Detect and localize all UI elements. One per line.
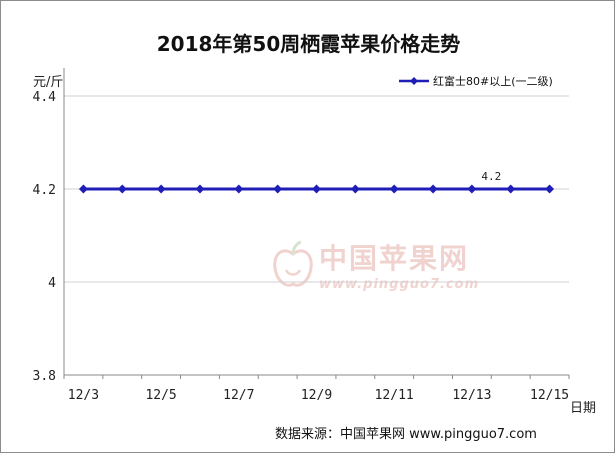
x-tick-label: 12/3: [68, 388, 99, 403]
legend-series-label: 红富士80#以上(一二级): [433, 75, 553, 88]
x-tick-label: 12/15: [530, 388, 569, 403]
chart-title: 2018年第50周栖霞苹果价格走势: [156, 32, 461, 56]
x-tick-label: 12/9: [301, 388, 332, 403]
legend-line-diamond-icon: [399, 77, 429, 85]
watermark-name: 中国苹果网: [319, 242, 470, 275]
data-point-marker: [350, 184, 360, 194]
data-point-marker: [312, 184, 321, 194]
data-point-marker: [545, 184, 555, 194]
data-point-marker: [156, 184, 166, 194]
data-point-marker: [428, 184, 438, 194]
x-tick-label: 12/13: [452, 388, 491, 403]
y-tick-label: 3.8: [33, 369, 56, 384]
data-point-marker: [389, 184, 399, 194]
y-tick-label: 4.2: [33, 183, 56, 198]
data-point-marker: [78, 184, 88, 194]
legend: 红富士80#以上(一二级): [399, 73, 553, 89]
x-tick-label: 12/7: [223, 388, 254, 403]
data-point-marker: [506, 184, 516, 194]
data-point-marker: [234, 184, 244, 194]
watermark: 中国苹果网 www.pingguo7.com: [273, 237, 479, 292]
data-point-marker: [467, 184, 477, 194]
x-axis-unit-label: 日期: [570, 401, 597, 416]
x-tick-label: 12/11: [375, 388, 414, 403]
data-point-marker: [273, 184, 283, 194]
y-axis-unit-label: 元/斤: [33, 75, 64, 90]
data-label: 4.2: [481, 170, 501, 183]
data-point-marker: [117, 184, 127, 194]
y-tick-label: 4: [48, 276, 56, 291]
apple-logo-icon: [273, 240, 313, 287]
y-tick-label: 4.4: [33, 90, 57, 105]
watermark-url: www.pingguo7.com: [319, 277, 480, 292]
x-tick-label: 12/5: [145, 388, 176, 403]
data-source-note: 数据来源：中国苹果网 www.pingguo7.com: [275, 427, 537, 442]
data-point-marker: [195, 184, 205, 194]
